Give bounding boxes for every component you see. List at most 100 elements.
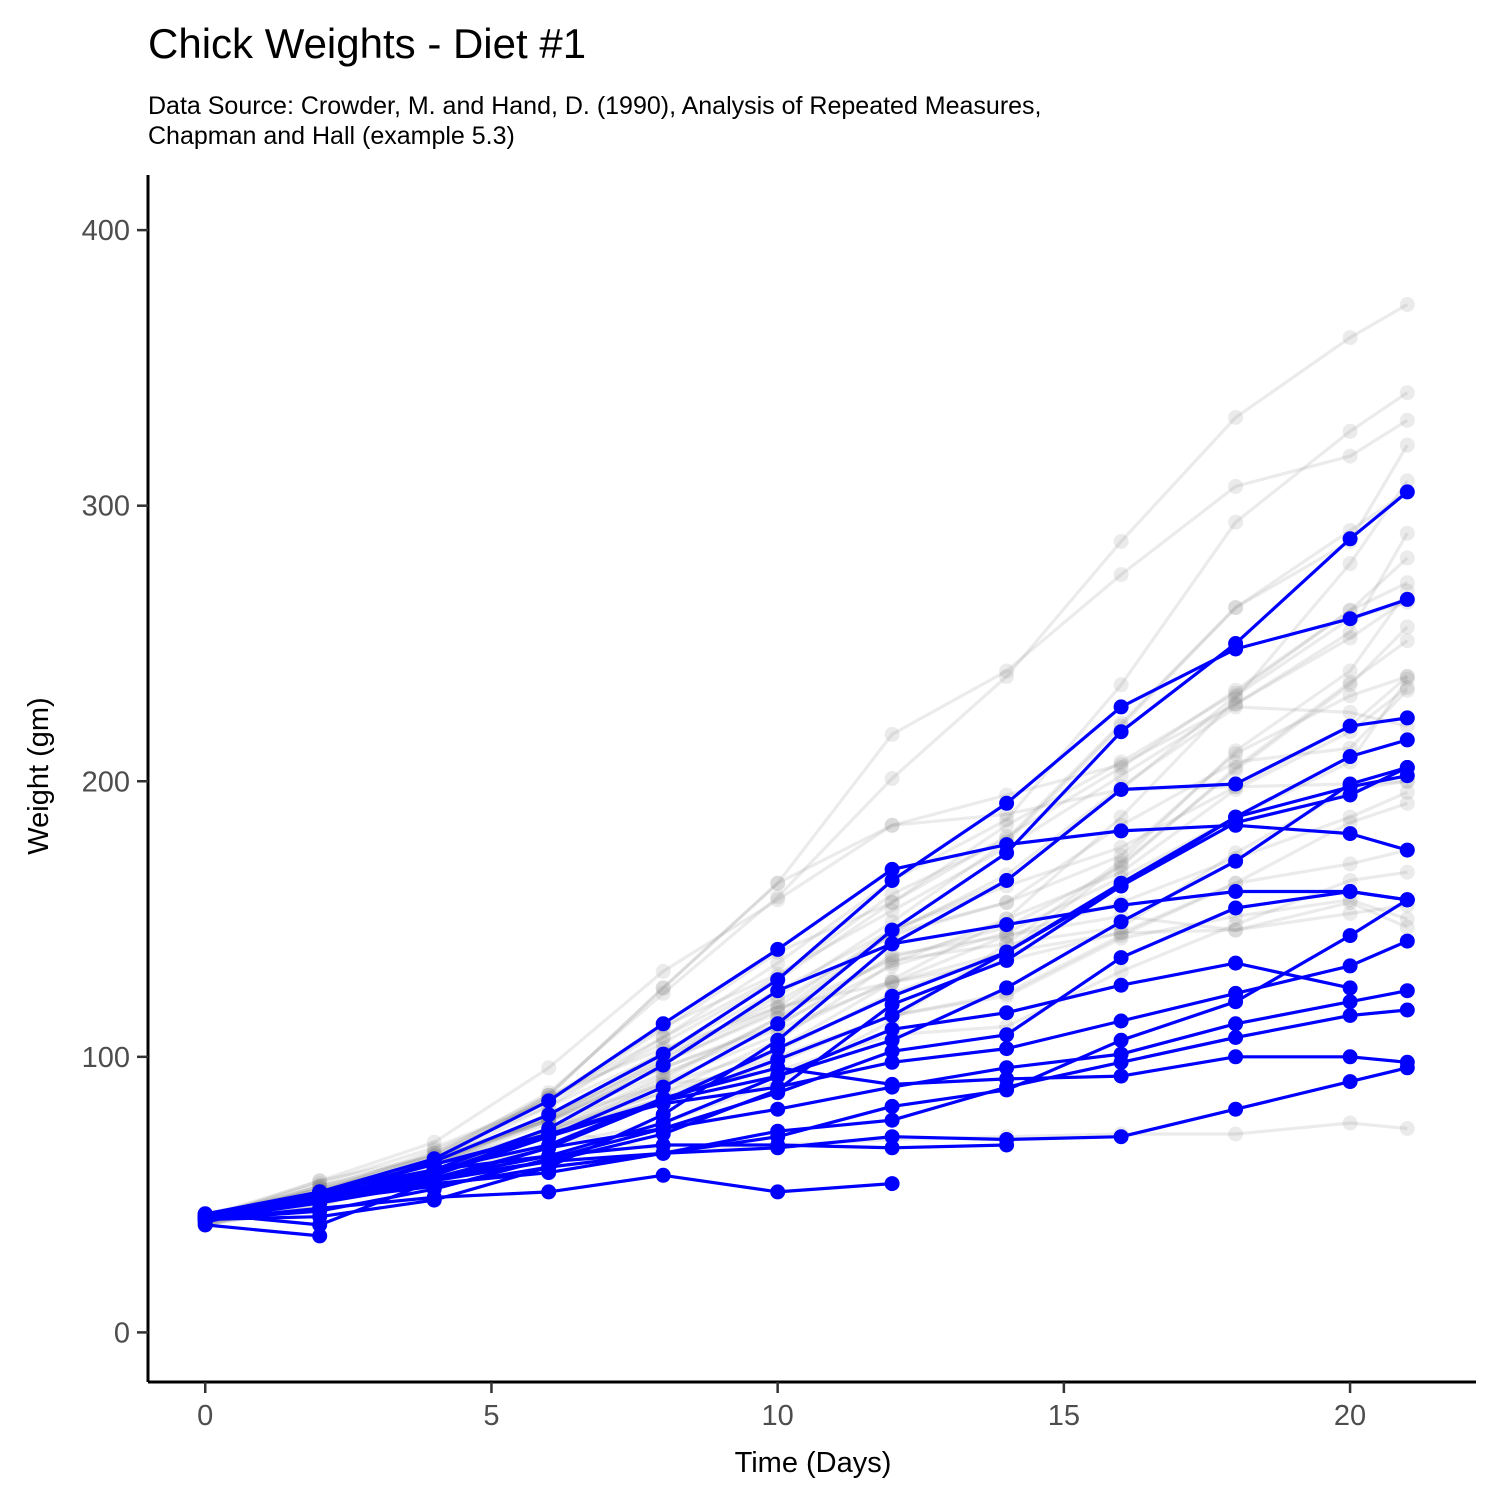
background-series-point	[655, 1035, 671, 1051]
highlight-series-point	[999, 1027, 1015, 1043]
background-series-point	[1228, 746, 1244, 762]
background-series-point	[1399, 680, 1415, 696]
background-series-point	[1399, 669, 1415, 684]
x-axis-title: Time (Days)	[735, 1447, 892, 1479]
highlight-series-point	[1399, 760, 1415, 775]
highlight-series-point	[1342, 994, 1358, 1010]
highlight-series-line-2	[204, 738, 1408, 1224]
background-series-point	[1342, 330, 1358, 346]
highlight-series-point	[999, 1137, 1015, 1153]
highlight-series-line-10	[205, 989, 1408, 1221]
background-series-point	[1113, 848, 1129, 864]
highlight-series-line-19	[205, 898, 1409, 1216]
highlight-series-point	[655, 1145, 671, 1161]
x-tick-label: 0	[197, 1400, 213, 1432]
highlight-series-point	[1342, 1008, 1358, 1023]
highlight-series-point	[770, 1079, 786, 1095]
highlight-series-point	[1228, 955, 1244, 971]
highlight-series-point	[999, 1079, 1015, 1095]
highlight-series-point	[1113, 724, 1129, 740]
highlight-series-point	[1342, 1074, 1358, 1090]
background-series-line-15	[204, 303, 1409, 1221]
highlight-series-point	[1342, 611, 1358, 627]
background-series-point	[1228, 685, 1244, 701]
background-series-point	[770, 1005, 786, 1021]
highlight-series-line-11	[204, 823, 1408, 1216]
background-series-point	[1113, 839, 1129, 855]
x-tick-label: 15	[1048, 1400, 1080, 1432]
highlight-series-point	[884, 1140, 900, 1156]
x-tick-label: 20	[1334, 1400, 1366, 1432]
background-series-point	[770, 875, 786, 891]
background-series-point	[1113, 677, 1129, 693]
background-series-point	[770, 875, 786, 891]
highlight-series-point	[655, 1167, 671, 1183]
highlight-series-point	[197, 1211, 213, 1227]
background-series-point	[999, 895, 1015, 910]
highlight-series-point	[1342, 980, 1358, 996]
background-series-point	[884, 972, 900, 988]
background-series-point	[1113, 864, 1129, 880]
background-series-point	[1113, 856, 1129, 872]
background-series-point	[1228, 754, 1244, 770]
background-series-point	[1399, 412, 1415, 428]
highlight-series-point	[999, 952, 1015, 968]
highlight-series-point	[884, 1054, 900, 1070]
highlight-series-point	[1113, 950, 1129, 966]
highlight-series-point	[1399, 1060, 1415, 1076]
highlight-series-point	[1399, 892, 1415, 908]
highlight-series-point	[541, 1165, 557, 1181]
highlight-series-point	[1113, 977, 1129, 993]
background-series-point	[1399, 525, 1415, 541]
background-series-point	[999, 817, 1015, 833]
background-series-point	[884, 950, 900, 966]
highlight-series-point	[655, 1016, 671, 1032]
highlight-series-point	[770, 1123, 786, 1139]
highlight-series-point	[1113, 699, 1129, 715]
highlight-series-point	[426, 1189, 442, 1205]
background-series-point	[884, 958, 900, 974]
highlight-series-point	[999, 917, 1015, 933]
background-series-point	[1399, 473, 1415, 489]
highlight-series-point	[655, 1079, 671, 1095]
highlight-series-point	[1342, 826, 1358, 842]
highlight-series-point	[541, 1184, 557, 1200]
background-series-point	[999, 669, 1015, 684]
background-series-point	[999, 895, 1015, 910]
highlight-series-point	[426, 1176, 442, 1192]
background-series-point	[1399, 919, 1415, 935]
highlight-series-point	[770, 1060, 786, 1076]
y-axis-title: Weight (gm)	[23, 697, 55, 854]
background-series-point	[1228, 600, 1244, 616]
background-series-point	[1228, 743, 1244, 759]
highlight-series-point	[999, 837, 1015, 853]
highlight-series-line-18	[205, 1223, 320, 1238]
highlight-series-point	[1113, 823, 1129, 839]
highlight-series-layer	[197, 484, 1415, 1244]
background-series-point	[884, 817, 900, 833]
background-series-point	[1342, 448, 1358, 464]
highlight-series-point	[770, 941, 786, 957]
y-tick-label: 0	[114, 1317, 130, 1349]
background-series-point	[1228, 696, 1244, 712]
background-series-point	[884, 903, 900, 919]
highlight-series-point	[1228, 1016, 1244, 1032]
background-series-point	[1228, 696, 1244, 712]
background-series-point	[1228, 1126, 1244, 1142]
highlight-series-point	[1113, 914, 1129, 930]
highlight-series-point	[1113, 897, 1129, 913]
highlight-series-point	[1228, 884, 1244, 899]
background-series-point	[1342, 809, 1358, 825]
background-series-point	[999, 812, 1015, 828]
chart-title: Chick Weights - Diet #1	[148, 20, 587, 67]
background-series-point	[1399, 864, 1415, 880]
background-series-point	[999, 663, 1015, 679]
highlight-series-point	[655, 1057, 671, 1073]
highlight-series-line-7	[204, 490, 1409, 1221]
background-series-point	[1113, 925, 1129, 941]
highlight-series-point	[999, 1041, 1015, 1057]
highlight-series-point	[770, 972, 786, 988]
background-series-point	[884, 974, 900, 990]
background-series-point	[884, 886, 900, 902]
background-series-point	[1399, 795, 1415, 811]
